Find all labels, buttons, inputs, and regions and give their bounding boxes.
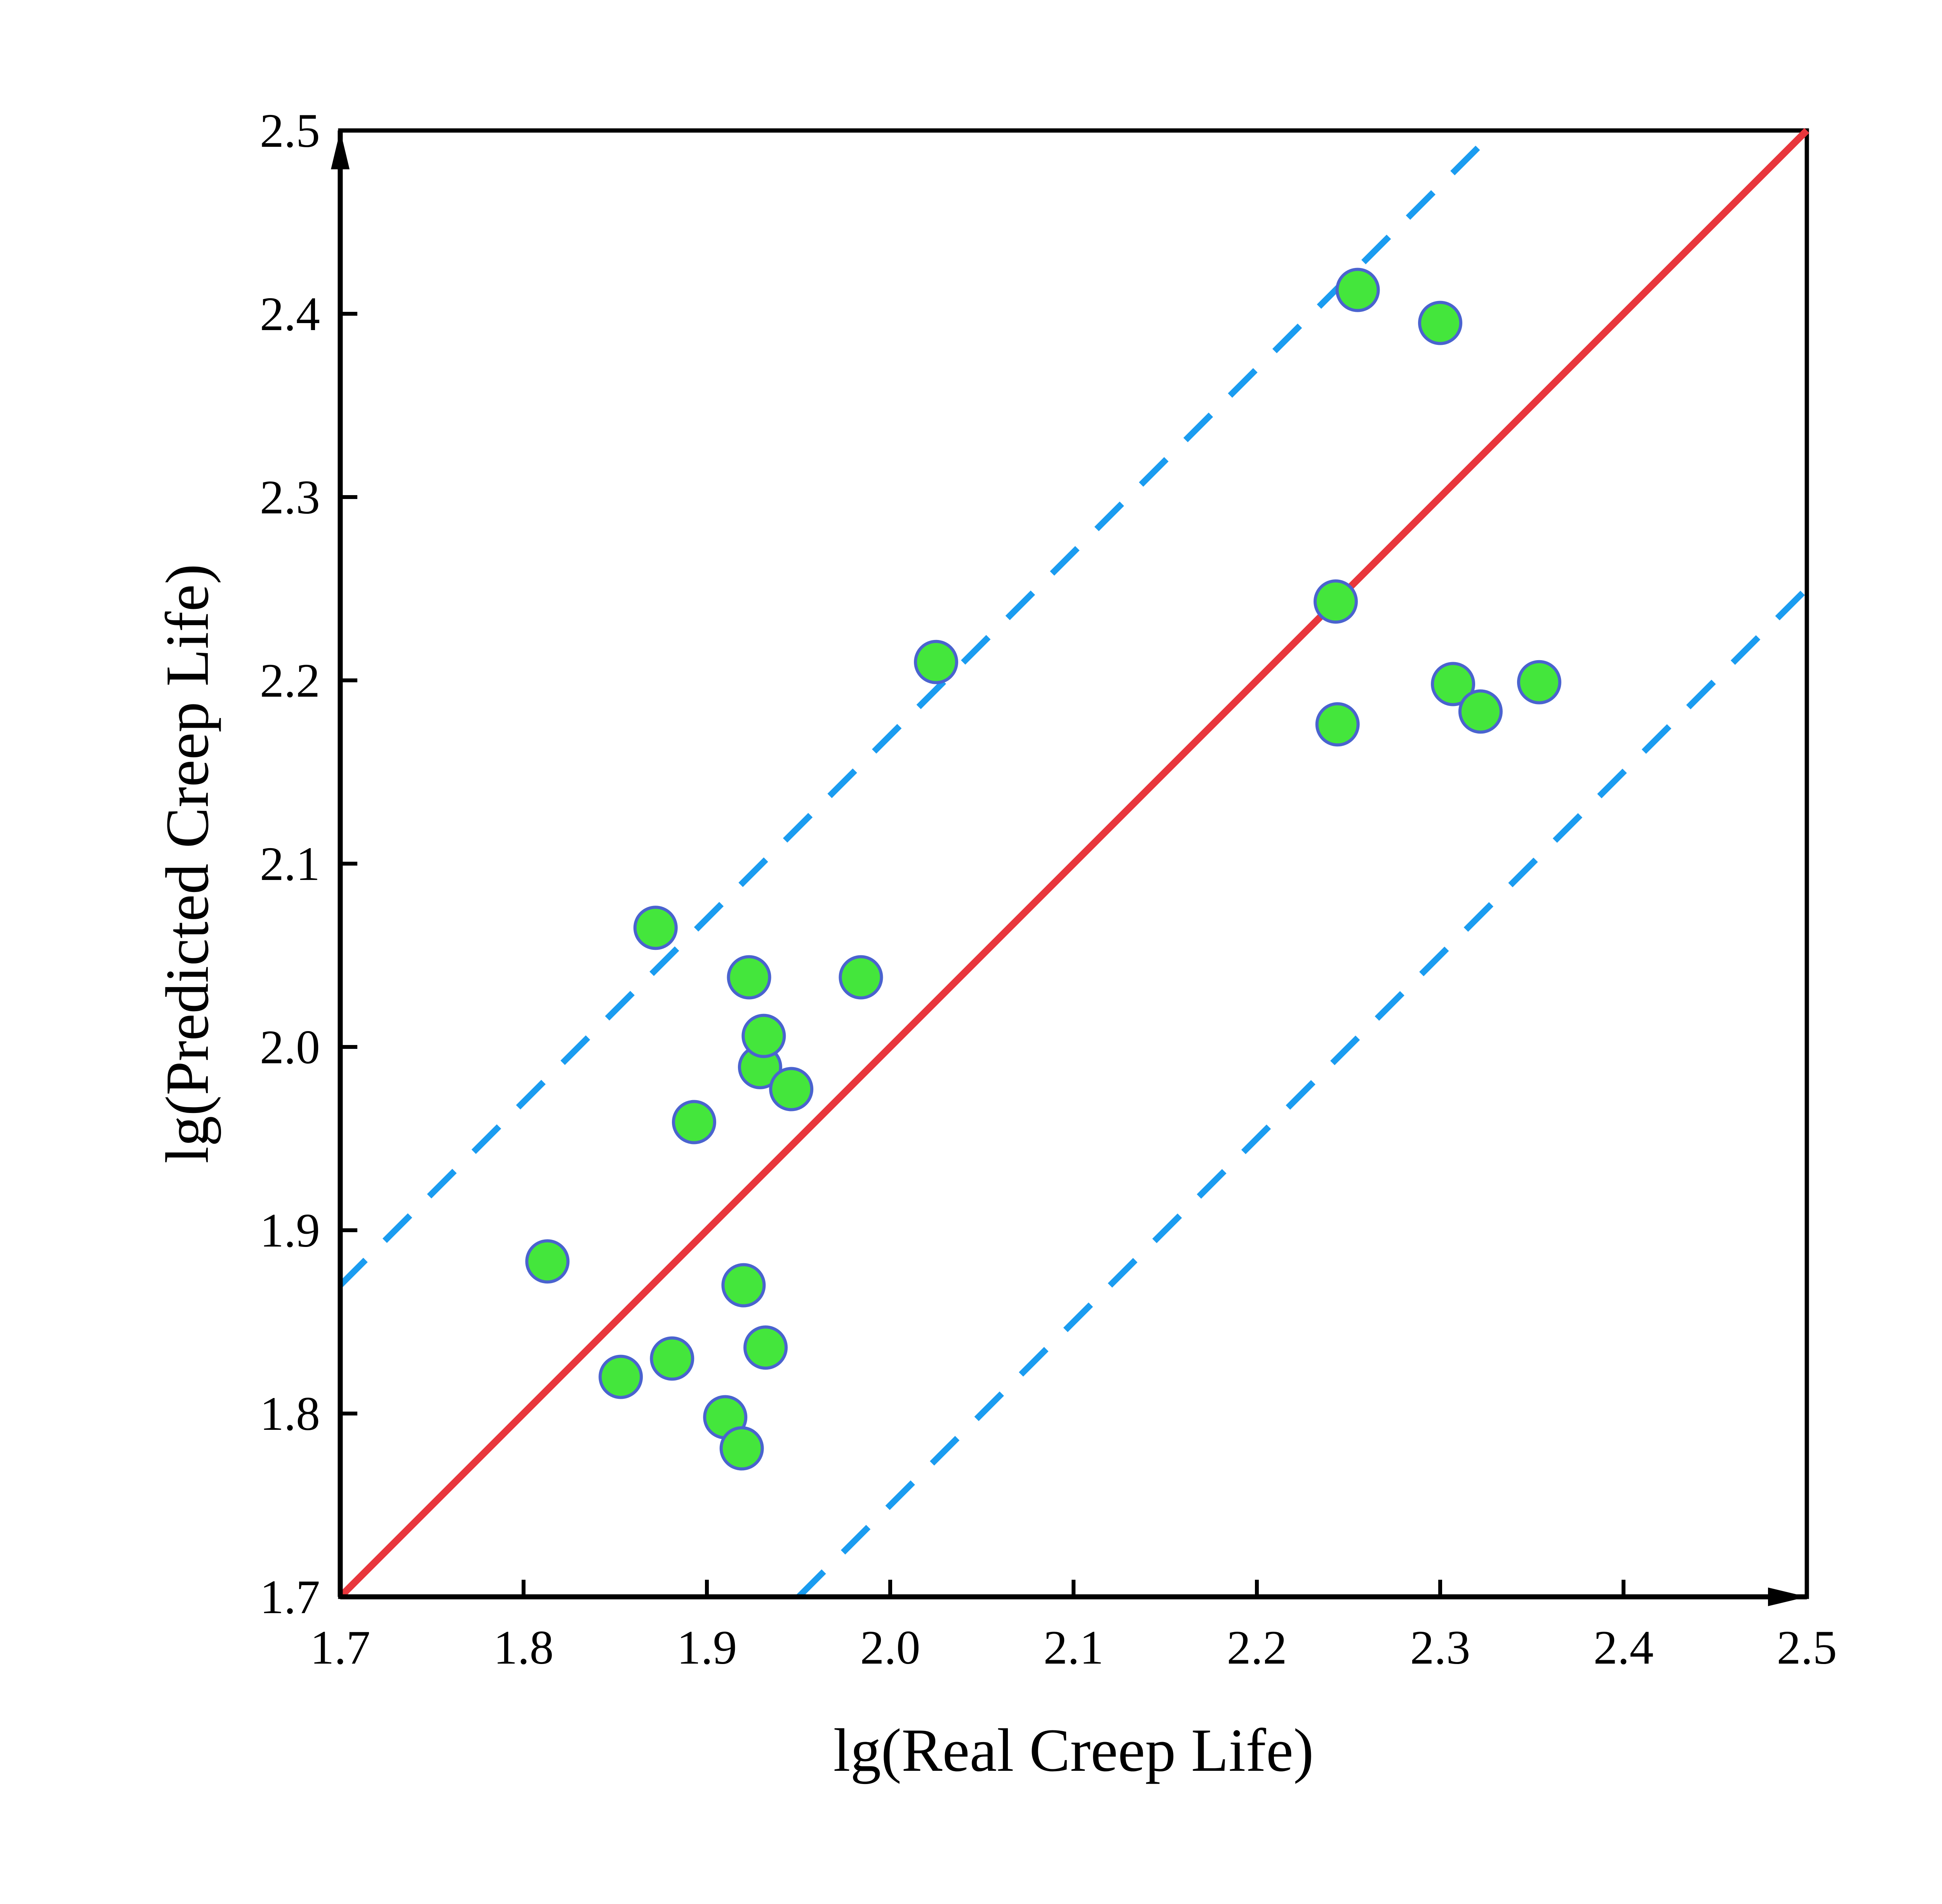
identity-line xyxy=(338,128,1810,1600)
data-point xyxy=(741,1014,786,1058)
data-point xyxy=(1315,702,1360,747)
x-tick-label: 2.5 xyxy=(1777,1621,1837,1674)
x-tick-label: 2.3 xyxy=(1410,1621,1470,1674)
y-tick-label: 2.1 xyxy=(260,837,320,890)
data-points xyxy=(525,268,1561,1471)
y-tick-labels: 1.7 1.8 1.9 2.0 2.1 2.2 2.3 2.4 2.5 xyxy=(260,104,320,1624)
x-tick-label: 2.4 xyxy=(1594,1621,1654,1674)
data-point xyxy=(1431,662,1476,706)
data-point xyxy=(914,640,958,684)
reference-lines xyxy=(338,128,1810,1600)
y-tick-label: 2.5 xyxy=(260,104,320,157)
data-point xyxy=(743,1325,788,1370)
data-point xyxy=(1517,660,1561,704)
y-tick-label: 1.7 xyxy=(260,1570,320,1624)
data-point xyxy=(525,1239,570,1284)
y-tick-label: 1.9 xyxy=(260,1204,320,1257)
data-point xyxy=(1313,579,1358,624)
x-tick-label: 2.0 xyxy=(860,1621,921,1674)
y-tick-label: 2.4 xyxy=(260,287,320,341)
x-axis-title: lg(Real Creep Life) xyxy=(833,1716,1314,1784)
x-axis-arrow xyxy=(1768,1588,1807,1606)
data-point xyxy=(1335,268,1380,312)
data-point xyxy=(650,1336,694,1381)
axes xyxy=(331,129,1809,1606)
x-tick-label: 1.9 xyxy=(677,1621,737,1674)
lower-bound-line xyxy=(796,586,1809,1599)
y-tick-label: 2.2 xyxy=(260,654,320,707)
data-point xyxy=(839,955,883,1000)
data-point xyxy=(727,955,771,1000)
data-point xyxy=(769,1067,814,1111)
data-point xyxy=(1418,301,1462,345)
x-tick-label: 2.2 xyxy=(1227,1621,1287,1674)
upper-bound-line xyxy=(338,128,1498,1288)
x-tick-labels: 1.7 1.8 1.9 2.0 2.1 2.2 2.3 2.4 2.5 xyxy=(310,1621,1837,1674)
x-tick-label: 1.7 xyxy=(310,1621,371,1674)
y-axis-title: lg(Predicted Creep Life) xyxy=(153,564,221,1163)
x-tick-label: 1.8 xyxy=(494,1621,554,1674)
y-tick-label: 1.8 xyxy=(260,1387,320,1440)
y-axis-arrow xyxy=(331,130,350,169)
x-tick-label: 2.1 xyxy=(1044,1621,1104,1674)
y-tick-label: 2.3 xyxy=(260,471,320,524)
data-point xyxy=(1458,689,1503,734)
data-point xyxy=(719,1426,764,1471)
data-point xyxy=(633,906,678,950)
data-point xyxy=(599,1355,643,1399)
data-point xyxy=(721,1263,766,1308)
y-tick-label: 2.0 xyxy=(260,1021,320,1074)
data-point xyxy=(672,1100,716,1144)
